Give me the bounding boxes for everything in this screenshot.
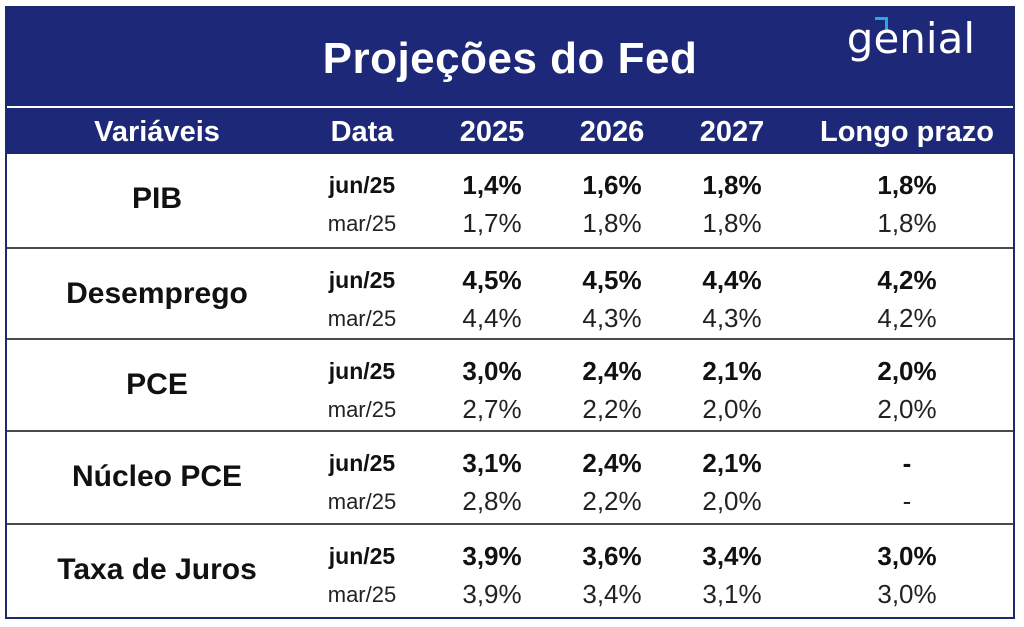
current-value-cell: 3,4% (702, 541, 762, 571)
previous-value-cell: 3,9% (462, 579, 522, 609)
table-header: Variáveis Data 2025 2026 2027 Longo praz… (7, 106, 1013, 154)
previous-value-cell: 2,7% (462, 394, 522, 424)
header-2026: 2026 (579, 116, 645, 148)
current-value-cell: 4,5% (582, 265, 642, 295)
header-data: Data (330, 116, 394, 148)
previous-value-cell: 4,4% (462, 303, 522, 333)
previous-value-cell: 2,0% (702, 394, 762, 424)
variable-label: PCE (126, 368, 188, 401)
current-date-cell: jun/25 (328, 172, 396, 198)
previous-value-cell: 2,0% (877, 394, 937, 424)
previous-value-cell: 1,8% (702, 208, 762, 238)
previous-value-cell: 3,4% (582, 579, 642, 609)
current-value-cell: 3,0% (462, 356, 522, 386)
variable-label: PIB (131, 182, 182, 215)
current-value-cell: 4,5% (462, 265, 522, 295)
current-value-cell: 2,4% (582, 356, 642, 386)
variable-label: Núcleo PCE (71, 460, 243, 493)
header-2027: 2027 (699, 116, 765, 148)
previous-value-cell: 2,2% (582, 394, 642, 424)
previous-value-cell: 4,3% (582, 303, 642, 333)
previous-value-cell: 3,0% (877, 579, 937, 609)
current-date-cell: jun/25 (328, 358, 396, 384)
previous-value-cell: 1,7% (462, 208, 522, 238)
variable-label: Taxa de Juros (57, 553, 257, 586)
previous-value-cell: - (902, 486, 912, 516)
current-value-cell: 3,6% (582, 541, 642, 571)
current-value-cell: 4,4% (702, 265, 762, 295)
previous-date-cell: mar/25 (327, 306, 397, 331)
current-value-cell: 1,8% (702, 170, 762, 200)
table-row: Núcleo PCE jun/25 mar/25 3,1% 2,8% 2,4% 2,2% 2,… (7, 430, 1013, 521)
previous-value-cell: 3,1% (702, 579, 762, 609)
previous-date-cell: mar/25 (327, 211, 397, 236)
current-value-cell: 2,0% (877, 356, 937, 386)
current-value-cell: 1,6% (582, 170, 642, 200)
current-date-cell: jun/25 (328, 267, 396, 293)
previous-value-cell: 1,8% (877, 208, 937, 238)
header-longo-prazo: Longo prazo (820, 116, 994, 148)
previous-value-cell: 2,8% (462, 486, 522, 516)
current-value-cell: 2,1% (702, 448, 762, 478)
previous-value-cell: 2,0% (702, 486, 762, 516)
current-value-cell: 4,2% (877, 265, 937, 295)
current-value-cell: - (902, 448, 912, 478)
previous-value-cell: 1,8% (582, 208, 642, 238)
current-date-cell: jun/25 (328, 543, 396, 569)
previous-date-cell: mar/25 (327, 582, 397, 607)
header-2025: 2025 (459, 116, 525, 148)
previous-value-cell: 4,2% (877, 303, 937, 333)
previous-date-cell: mar/25 (327, 397, 397, 422)
header-variaveis: Variáveis (94, 116, 220, 148)
logo-accent-icon (875, 17, 888, 30)
brand-logo: genial (846, 14, 975, 63)
table-row: Desemprego jun/25 mar/25 4,5% 4,4% 4,5% 4,3% 4,… (7, 247, 1013, 338)
table-row: PIB jun/25 mar/25 1,4% 1,7% 1,6% 1,8% 1,8% 1,8% 1… (7, 154, 1013, 245)
current-value-cell: 1,8% (877, 170, 937, 200)
current-value-cell: 3,1% (462, 448, 522, 478)
projections-table: Projeções do Fed genial Variáveis Data 2… (5, 6, 1015, 619)
table-row: PCE jun/25 mar/25 3,0% 2,7% 2,4% 2,2% 2,1% 2,0% 2… (7, 338, 1013, 429)
variable-label: Desemprego (66, 277, 248, 310)
table-row: Taxa de Juros jun/25 mar/25 3,9% 3,9% 3,6% 3,4… (7, 523, 1013, 614)
title-bar: Projeções do Fed genial (7, 8, 1013, 106)
previous-date-cell: mar/25 (327, 489, 397, 514)
current-value-cell: 1,4% (462, 170, 522, 200)
current-date-cell: jun/25 (328, 450, 396, 476)
current-value-cell: 3,9% (462, 541, 522, 571)
current-value-cell: 2,1% (702, 356, 762, 386)
previous-value-cell: 4,3% (702, 303, 762, 333)
previous-value-cell: 2,2% (582, 486, 642, 516)
current-value-cell: 2,4% (582, 448, 642, 478)
page-title: Projeções do Fed (322, 34, 698, 83)
current-value-cell: 3,0% (877, 541, 937, 571)
